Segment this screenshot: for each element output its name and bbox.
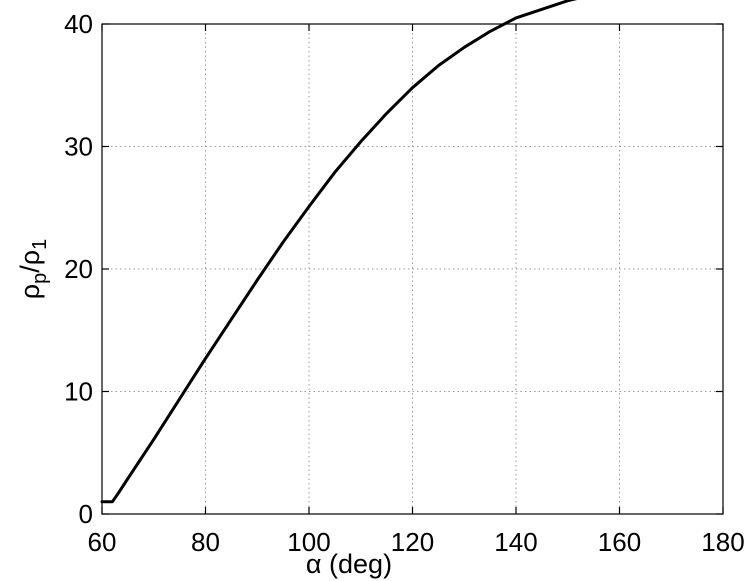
y-axis-label-sub1: p [29, 273, 51, 284]
y-axis-label-base2: ρ [15, 250, 45, 265]
y-axis-label: ρp/ρ1 [15, 239, 51, 299]
y-tick-labels: 0 10 20 30 40 [64, 9, 93, 529]
tick-marks [101, 23, 724, 515]
x-tick-label-4: 140 [494, 527, 537, 557]
x-tick-label-0: 60 [88, 527, 117, 557]
grid [102, 24, 723, 514]
series [100, 0, 578, 504]
y-tick-label-2: 20 [64, 254, 93, 284]
y-axis-label-base1: ρ [15, 284, 45, 299]
x-tick-label-5: 160 [598, 527, 641, 557]
x-tick-labels: 60 80 100 120 140 160 180 [88, 527, 745, 557]
y-tick-label-1: 10 [64, 377, 93, 407]
x-tick-label-6: 180 [701, 527, 744, 557]
y-tick-label-4: 40 [64, 9, 93, 39]
x-tick-label-2: 100 [287, 527, 330, 557]
x-axis-label: α (deg) [306, 549, 392, 579]
svg-text:ρp/ρ1: ρp/ρ1 [15, 239, 51, 299]
y-tick-label-0: 0 [79, 499, 93, 529]
x-tick-label-3: 120 [391, 527, 434, 557]
y-tick-label-3: 30 [64, 132, 93, 162]
y-axis-label-slash: / [15, 265, 45, 273]
x-tick-label-1: 80 [191, 527, 220, 557]
y-axis-label-sub2: 1 [29, 239, 51, 250]
series-line-0 [100, 0, 578, 504]
